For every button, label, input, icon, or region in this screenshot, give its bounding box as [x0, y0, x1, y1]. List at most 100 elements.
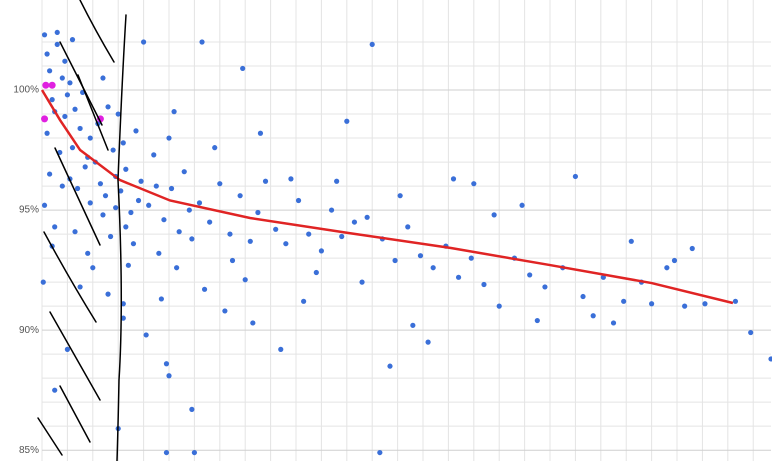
point: [97, 181, 104, 187]
point: [222, 308, 228, 314]
point: [186, 207, 192, 213]
point: [288, 176, 294, 182]
point: [107, 233, 114, 240]
point: [52, 387, 58, 393]
point: [430, 265, 436, 271]
point: [610, 320, 617, 326]
point: [491, 212, 497, 218]
point: [471, 181, 477, 187]
point: [49, 97, 55, 103]
scribble: [37, 417, 63, 456]
point: [151, 152, 157, 158]
point: [174, 265, 180, 271]
point: [156, 250, 162, 256]
y-tick-label: 95%: [19, 205, 39, 216]
hand-drawn-marks: [37, 0, 127, 461]
point: [113, 205, 119, 211]
point: [54, 29, 60, 36]
point: [130, 241, 137, 247]
point: [450, 176, 457, 182]
point: [664, 265, 670, 271]
scribble: [43, 231, 97, 323]
point: [572, 173, 579, 180]
point: [417, 253, 424, 259]
point: [351, 219, 358, 225]
point: [649, 301, 655, 307]
point: [229, 257, 236, 264]
scribble: [59, 385, 91, 443]
point: [496, 303, 502, 309]
point: [105, 291, 111, 297]
point: [87, 135, 93, 141]
plot-area: [40, 0, 772, 461]
point: [410, 322, 416, 328]
point: [171, 109, 177, 115]
point: [41, 32, 48, 38]
point: [163, 449, 170, 456]
point: [166, 373, 172, 379]
point: [237, 193, 243, 199]
scribble: [54, 147, 101, 246]
y-tick-label: 85%: [19, 445, 39, 456]
point: [468, 255, 474, 261]
point: [100, 75, 106, 81]
point: [621, 298, 627, 304]
scribble: [77, 74, 109, 151]
scribble: [116, 14, 127, 461]
point: [481, 281, 487, 288]
scribble: [79, 0, 115, 63]
point: [47, 171, 53, 177]
point: [100, 212, 106, 218]
point: [158, 296, 164, 302]
point: [42, 81, 50, 89]
point: [580, 293, 586, 300]
point: [527, 272, 533, 278]
point: [318, 248, 325, 254]
point: [682, 303, 688, 309]
point: [257, 130, 264, 136]
point: [161, 217, 167, 223]
point: [405, 224, 411, 230]
point: [77, 125, 83, 132]
point: [41, 115, 49, 123]
point: [273, 226, 279, 232]
point: [52, 224, 58, 230]
point: [168, 185, 175, 192]
point: [534, 317, 540, 324]
scribble: [49, 311, 101, 401]
point: [128, 209, 134, 216]
point: [247, 238, 253, 244]
point: [72, 106, 78, 112]
point: [44, 130, 50, 136]
point: [227, 231, 233, 237]
trend-line: [40, 89, 734, 305]
point: [77, 284, 83, 290]
point: [62, 58, 68, 64]
point: [44, 51, 50, 57]
point: [64, 92, 71, 98]
point: [118, 188, 124, 194]
point: [255, 209, 261, 216]
point: [344, 118, 350, 124]
point: [41, 202, 48, 208]
point: [87, 200, 93, 206]
point: [153, 183, 159, 189]
point: [671, 257, 678, 264]
point: [250, 320, 256, 326]
point: [590, 313, 596, 319]
point: [542, 284, 548, 290]
point: [339, 233, 345, 240]
point: [189, 236, 195, 242]
point: [387, 363, 393, 369]
point: [283, 241, 289, 247]
point: [455, 274, 462, 280]
point: [123, 166, 129, 172]
point: [64, 346, 71, 352]
point: [135, 197, 142, 204]
point: [377, 449, 383, 456]
point: [110, 147, 116, 153]
point: [138, 178, 144, 184]
point: [196, 200, 203, 206]
point: [702, 301, 708, 307]
